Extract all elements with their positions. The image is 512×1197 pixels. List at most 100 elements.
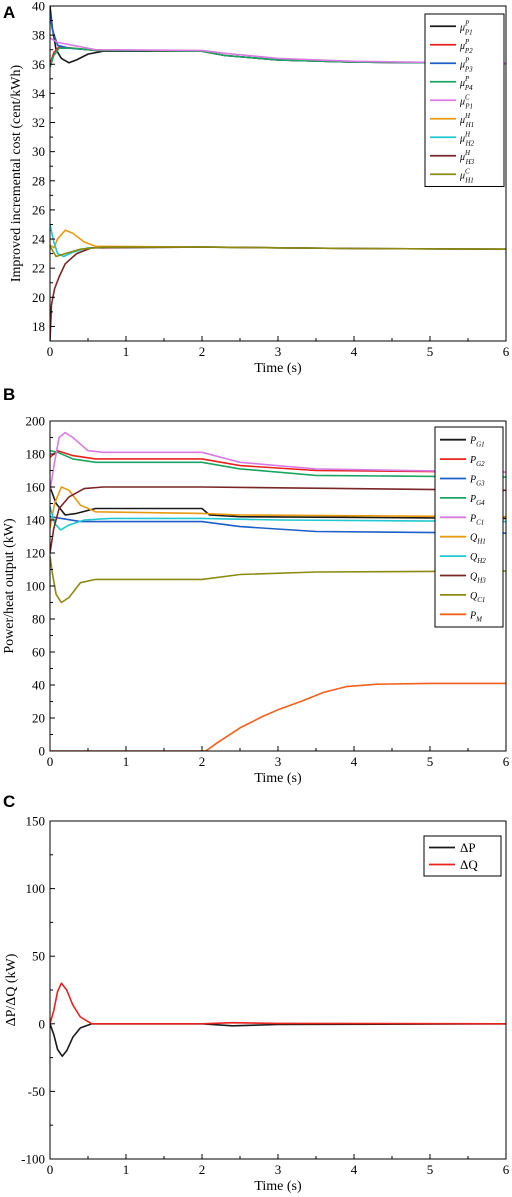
y-tick-label: 18 bbox=[32, 319, 45, 334]
x-tick-label: 4 bbox=[351, 754, 358, 769]
y-tick-label: 38 bbox=[32, 28, 45, 43]
x-tick-label: 2 bbox=[199, 344, 206, 359]
legend-label: μH H2 bbox=[459, 130, 475, 147]
legend-box bbox=[423, 835, 502, 877]
x-tick-label: 2 bbox=[199, 1162, 206, 1177]
x-axis-title: Time (s) bbox=[254, 361, 302, 376]
y-tick-label: 40 bbox=[32, 0, 45, 14]
legend-label: μP P2 bbox=[459, 38, 473, 55]
legend-box bbox=[434, 426, 504, 628]
y-tick-label: 30 bbox=[32, 144, 45, 159]
series-line-8 bbox=[50, 486, 506, 554]
x-tick-label: 6 bbox=[503, 344, 510, 359]
y-tick-label: 100 bbox=[26, 579, 46, 594]
y-tick-label: 34 bbox=[32, 86, 46, 101]
y-tick-label: 200 bbox=[26, 414, 46, 429]
series-line-3 bbox=[50, 515, 506, 534]
y-tick-label: 160 bbox=[26, 480, 46, 495]
y-tick-label: 180 bbox=[26, 447, 46, 462]
x-tick-label: 4 bbox=[351, 1162, 358, 1177]
legend-label: PG3 bbox=[469, 475, 485, 488]
x-tick-label: 1 bbox=[123, 754, 130, 769]
x-tick-label: 0 bbox=[47, 344, 54, 359]
panel-label: A bbox=[3, 3, 15, 22]
y-tick-label: -100 bbox=[21, 1152, 45, 1167]
y-tick-label: 20 bbox=[32, 711, 45, 726]
y-axis-title: ΔP/ΔQ (kW) bbox=[4, 953, 19, 1026]
x-axis-title: Time (s) bbox=[254, 771, 302, 786]
series-line-5 bbox=[50, 37, 506, 65]
series-line-6 bbox=[50, 486, 506, 529]
legend: PG1 PG2 PG3 PG4 PC1 QH1 QH2 QH3 QC1 PM bbox=[434, 426, 504, 628]
y-tick-label: 24 bbox=[32, 232, 46, 247]
series-line-7 bbox=[50, 506, 506, 531]
legend-label: PG4 bbox=[469, 494, 485, 507]
legend-label: PC1 bbox=[469, 513, 484, 526]
y-tick-label: 28 bbox=[32, 173, 45, 188]
y-tick-label: 0 bbox=[39, 744, 46, 759]
x-tick-label: 4 bbox=[351, 344, 358, 359]
legend-label: μP P1 bbox=[459, 19, 473, 36]
legend-label: QH1 bbox=[470, 533, 486, 546]
panel-label: C bbox=[3, 792, 15, 811]
x-tick-label: 5 bbox=[427, 344, 434, 359]
x-tick-label: 1 bbox=[123, 1162, 130, 1177]
x-tick-label: 3 bbox=[275, 344, 282, 359]
legend-label: PG2 bbox=[469, 455, 485, 468]
y-tick-label: 22 bbox=[32, 261, 45, 276]
series-line-9 bbox=[50, 245, 506, 258]
x-tick-label: 1 bbox=[123, 344, 130, 359]
series-lines bbox=[50, 982, 506, 1057]
y-tick-label: 150 bbox=[26, 814, 46, 829]
x-tick-label: 3 bbox=[275, 1162, 282, 1177]
series-line-4 bbox=[50, 449, 506, 478]
legend-label: PM bbox=[469, 610, 483, 623]
legend-label: QC1 bbox=[470, 591, 485, 604]
series-line-1 bbox=[50, 1022, 506, 1057]
x-tick-label: 2 bbox=[199, 754, 206, 769]
y-tick-label: 20 bbox=[32, 290, 45, 305]
series-line-2 bbox=[50, 449, 506, 473]
y-tick-label: 0 bbox=[39, 1016, 46, 1031]
panel-label: B bbox=[3, 385, 15, 404]
y-axis-title: Power/heat output (kW) bbox=[2, 518, 17, 654]
y-tick-label: 100 bbox=[26, 881, 46, 896]
series-lines bbox=[50, 431, 506, 751]
legend-label: μH H1 bbox=[459, 112, 474, 129]
legend-label: μP P4 bbox=[459, 75, 473, 92]
x-tick-label: 0 bbox=[47, 1162, 54, 1177]
y-tick-label: 40 bbox=[32, 678, 45, 693]
series-line-8 bbox=[50, 246, 506, 341]
y-tick-label: 32 bbox=[32, 115, 45, 130]
y-tick-label: 80 bbox=[32, 612, 45, 627]
x-tick-label: 3 bbox=[275, 754, 282, 769]
legend-label: ΔP bbox=[460, 840, 476, 855]
series-line-10 bbox=[50, 682, 506, 751]
series-line-2 bbox=[50, 982, 506, 1025]
y-tick-label: 50 bbox=[32, 949, 45, 964]
x-tick-label: 0 bbox=[47, 754, 54, 769]
x-tick-label: 6 bbox=[503, 1162, 510, 1177]
series-lines bbox=[50, 6, 506, 341]
legend-label: QH2 bbox=[470, 552, 486, 565]
chart-panel-c: C 0 1 2 3 4 5 6 -100 -50 0 50 100 150 Time (s) ΔP/ΔQ (k… bbox=[3, 792, 510, 1194]
y-tick-label: 60 bbox=[32, 645, 45, 660]
legend-label: μC H1 bbox=[459, 167, 474, 184]
series-line-9 bbox=[50, 556, 506, 604]
x-tick-label: 5 bbox=[427, 754, 434, 769]
chart-panel-b: B0 1 2 3 4 5 6020406080100120140160180200Time … bbox=[2, 385, 510, 786]
y-tick-label: 140 bbox=[26, 513, 46, 528]
y-tick-label: 36 bbox=[32, 57, 46, 72]
x-tick-label: 6 bbox=[503, 754, 510, 769]
series-line-5 bbox=[50, 431, 506, 491]
legend: ΔP ΔQ bbox=[423, 835, 502, 877]
legend-label: μP P3 bbox=[459, 56, 473, 73]
legend-label: μC P1 bbox=[459, 93, 473, 110]
series-line-7 bbox=[50, 224, 506, 258]
y-tick-label: 120 bbox=[26, 546, 46, 561]
legend-label: ΔQ bbox=[460, 857, 478, 872]
x-tick-label: 5 bbox=[427, 1162, 434, 1177]
